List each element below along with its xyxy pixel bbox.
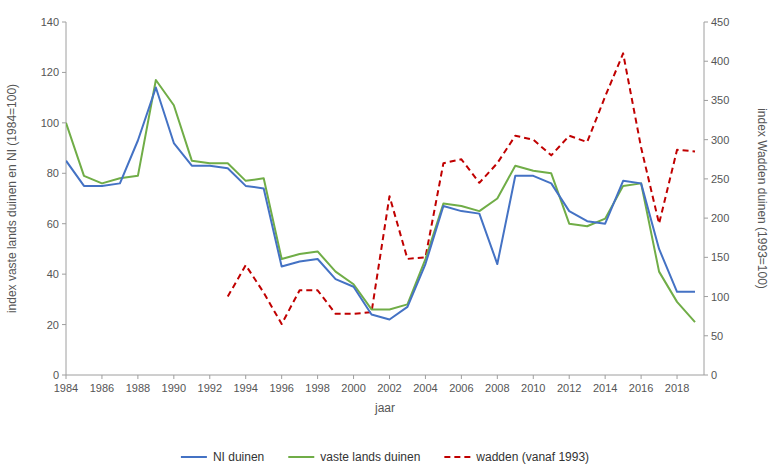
x-tick-label: 1986	[90, 382, 114, 394]
y2-tick	[704, 22, 708, 23]
y2-tick	[704, 296, 708, 297]
y-tick	[62, 122, 66, 123]
y-tick-label: 60	[47, 218, 59, 230]
x-tick	[353, 375, 354, 379]
x-tick-label: 1992	[198, 382, 222, 394]
x-tick-label: 1988	[126, 382, 150, 394]
y2-tick	[704, 335, 708, 336]
y2-tick-label: 200	[711, 212, 729, 224]
x-tick-label: 2018	[665, 382, 689, 394]
x-tick	[533, 375, 534, 379]
x-tick	[137, 375, 138, 379]
x-axis-line	[66, 375, 704, 376]
y2-tick	[704, 375, 708, 376]
y-tick-label: 80	[47, 167, 59, 179]
axes: 1984198619881990199219941996199820002002…	[41, 16, 730, 394]
x-tick-label: 2016	[629, 382, 653, 394]
x-tick-label: 1998	[305, 382, 329, 394]
x-tick	[209, 375, 210, 379]
x-tick	[461, 375, 462, 379]
series-line	[228, 53, 695, 324]
x-tick	[317, 375, 318, 379]
legend-label: NI duinen	[213, 450, 264, 464]
x-tick-label: 1996	[269, 382, 293, 394]
x-tick	[173, 375, 174, 379]
series-lines	[66, 53, 695, 324]
y2-tick-label: 0	[711, 369, 717, 381]
y2-tick	[704, 178, 708, 179]
x-tick	[641, 375, 642, 379]
y-tick	[62, 72, 66, 73]
legend-label: vaste lands duinen	[320, 450, 420, 464]
y-tick-label: 20	[47, 319, 59, 331]
x-tick	[389, 375, 390, 379]
legend-swatch	[288, 456, 314, 458]
x-tick-label: 2004	[413, 382, 437, 394]
x-tick	[497, 375, 498, 379]
y-tick	[62, 375, 66, 376]
y-tick	[62, 173, 66, 174]
legend-item: NI duinen	[181, 450, 264, 464]
y-tick-label: 120	[41, 66, 59, 78]
y2-tick	[704, 100, 708, 101]
y-tick-label: 140	[41, 16, 59, 28]
y-axis-label: index vaste lands duinen en NI (1984=100…	[5, 84, 19, 313]
y2-tick-label: 150	[711, 251, 729, 263]
y2-tick-label: 250	[711, 173, 729, 185]
legend-swatch	[444, 456, 470, 458]
x-tick	[677, 375, 678, 379]
x-tick-label: 2010	[521, 382, 545, 394]
y2-tick	[704, 61, 708, 62]
y2-axis-label: index Wadden duinen (1993=100)	[755, 108, 769, 289]
y-tick-label: 40	[47, 268, 59, 280]
y-axis-line	[66, 22, 67, 375]
y2-tick	[704, 139, 708, 140]
x-tick-label: 1994	[233, 382, 257, 394]
y2-tick-label: 400	[711, 55, 729, 67]
x-axis-label: jaar	[374, 401, 395, 415]
legend-item: vaste lands duinen	[288, 450, 420, 464]
x-tick-label: 1984	[54, 382, 78, 394]
y-tick-label: 0	[53, 369, 59, 381]
x-tick-label: 2012	[557, 382, 581, 394]
y2-tick	[704, 218, 708, 219]
legend-item: wadden (vanaf 1993)	[444, 450, 589, 464]
y2-tick	[704, 257, 708, 258]
y-tick	[62, 274, 66, 275]
x-tick-label: 2008	[485, 382, 509, 394]
legend-swatch	[181, 456, 207, 458]
y-tick-label: 100	[41, 117, 59, 129]
y2-tick-label: 450	[711, 16, 729, 28]
y-tick	[62, 223, 66, 224]
series-line	[66, 80, 695, 322]
x-tick-label: 2006	[449, 382, 473, 394]
y-tick	[62, 22, 66, 23]
legend: NI duinen vaste lands duinen wadden (vanaf…	[181, 450, 589, 464]
x-tick-label: 2014	[593, 382, 617, 394]
y2-tick-label: 100	[711, 291, 729, 303]
series-line	[66, 88, 695, 320]
x-tick	[281, 375, 282, 379]
y2-tick-label: 300	[711, 134, 729, 146]
x-tick	[101, 375, 102, 379]
x-tick	[569, 375, 570, 379]
legend-label: wadden (vanaf 1993)	[475, 450, 589, 464]
x-tick-label: 2002	[377, 382, 401, 394]
x-tick-label: 2000	[341, 382, 365, 394]
x-tick-label: 1990	[162, 382, 186, 394]
x-tick	[605, 375, 606, 379]
x-tick	[245, 375, 246, 379]
y2-axis-line	[704, 22, 705, 375]
x-tick	[425, 375, 426, 379]
chart: 1984198619881990199219941996199820002002…	[0, 0, 770, 475]
y2-tick-label: 50	[711, 330, 723, 342]
x-tick	[66, 375, 67, 379]
y2-tick-label: 350	[711, 94, 729, 106]
y-tick	[62, 324, 66, 325]
